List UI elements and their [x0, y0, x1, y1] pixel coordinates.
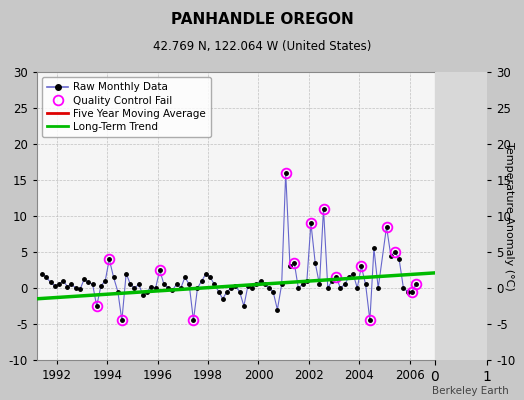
- Text: PANHANDLE OREGON: PANHANDLE OREGON: [171, 12, 353, 27]
- Text: 42.769 N, 122.064 W (United States): 42.769 N, 122.064 W (United States): [153, 40, 371, 53]
- Legend: Raw Monthly Data, Quality Control Fail, Five Year Moving Average, Long-Term Tren: Raw Monthly Data, Quality Control Fail, …: [42, 77, 211, 137]
- Text: Temperature Anomaly (°C): Temperature Anomaly (°C): [504, 142, 514, 290]
- Text: Berkeley Earth: Berkeley Earth: [432, 386, 508, 396]
